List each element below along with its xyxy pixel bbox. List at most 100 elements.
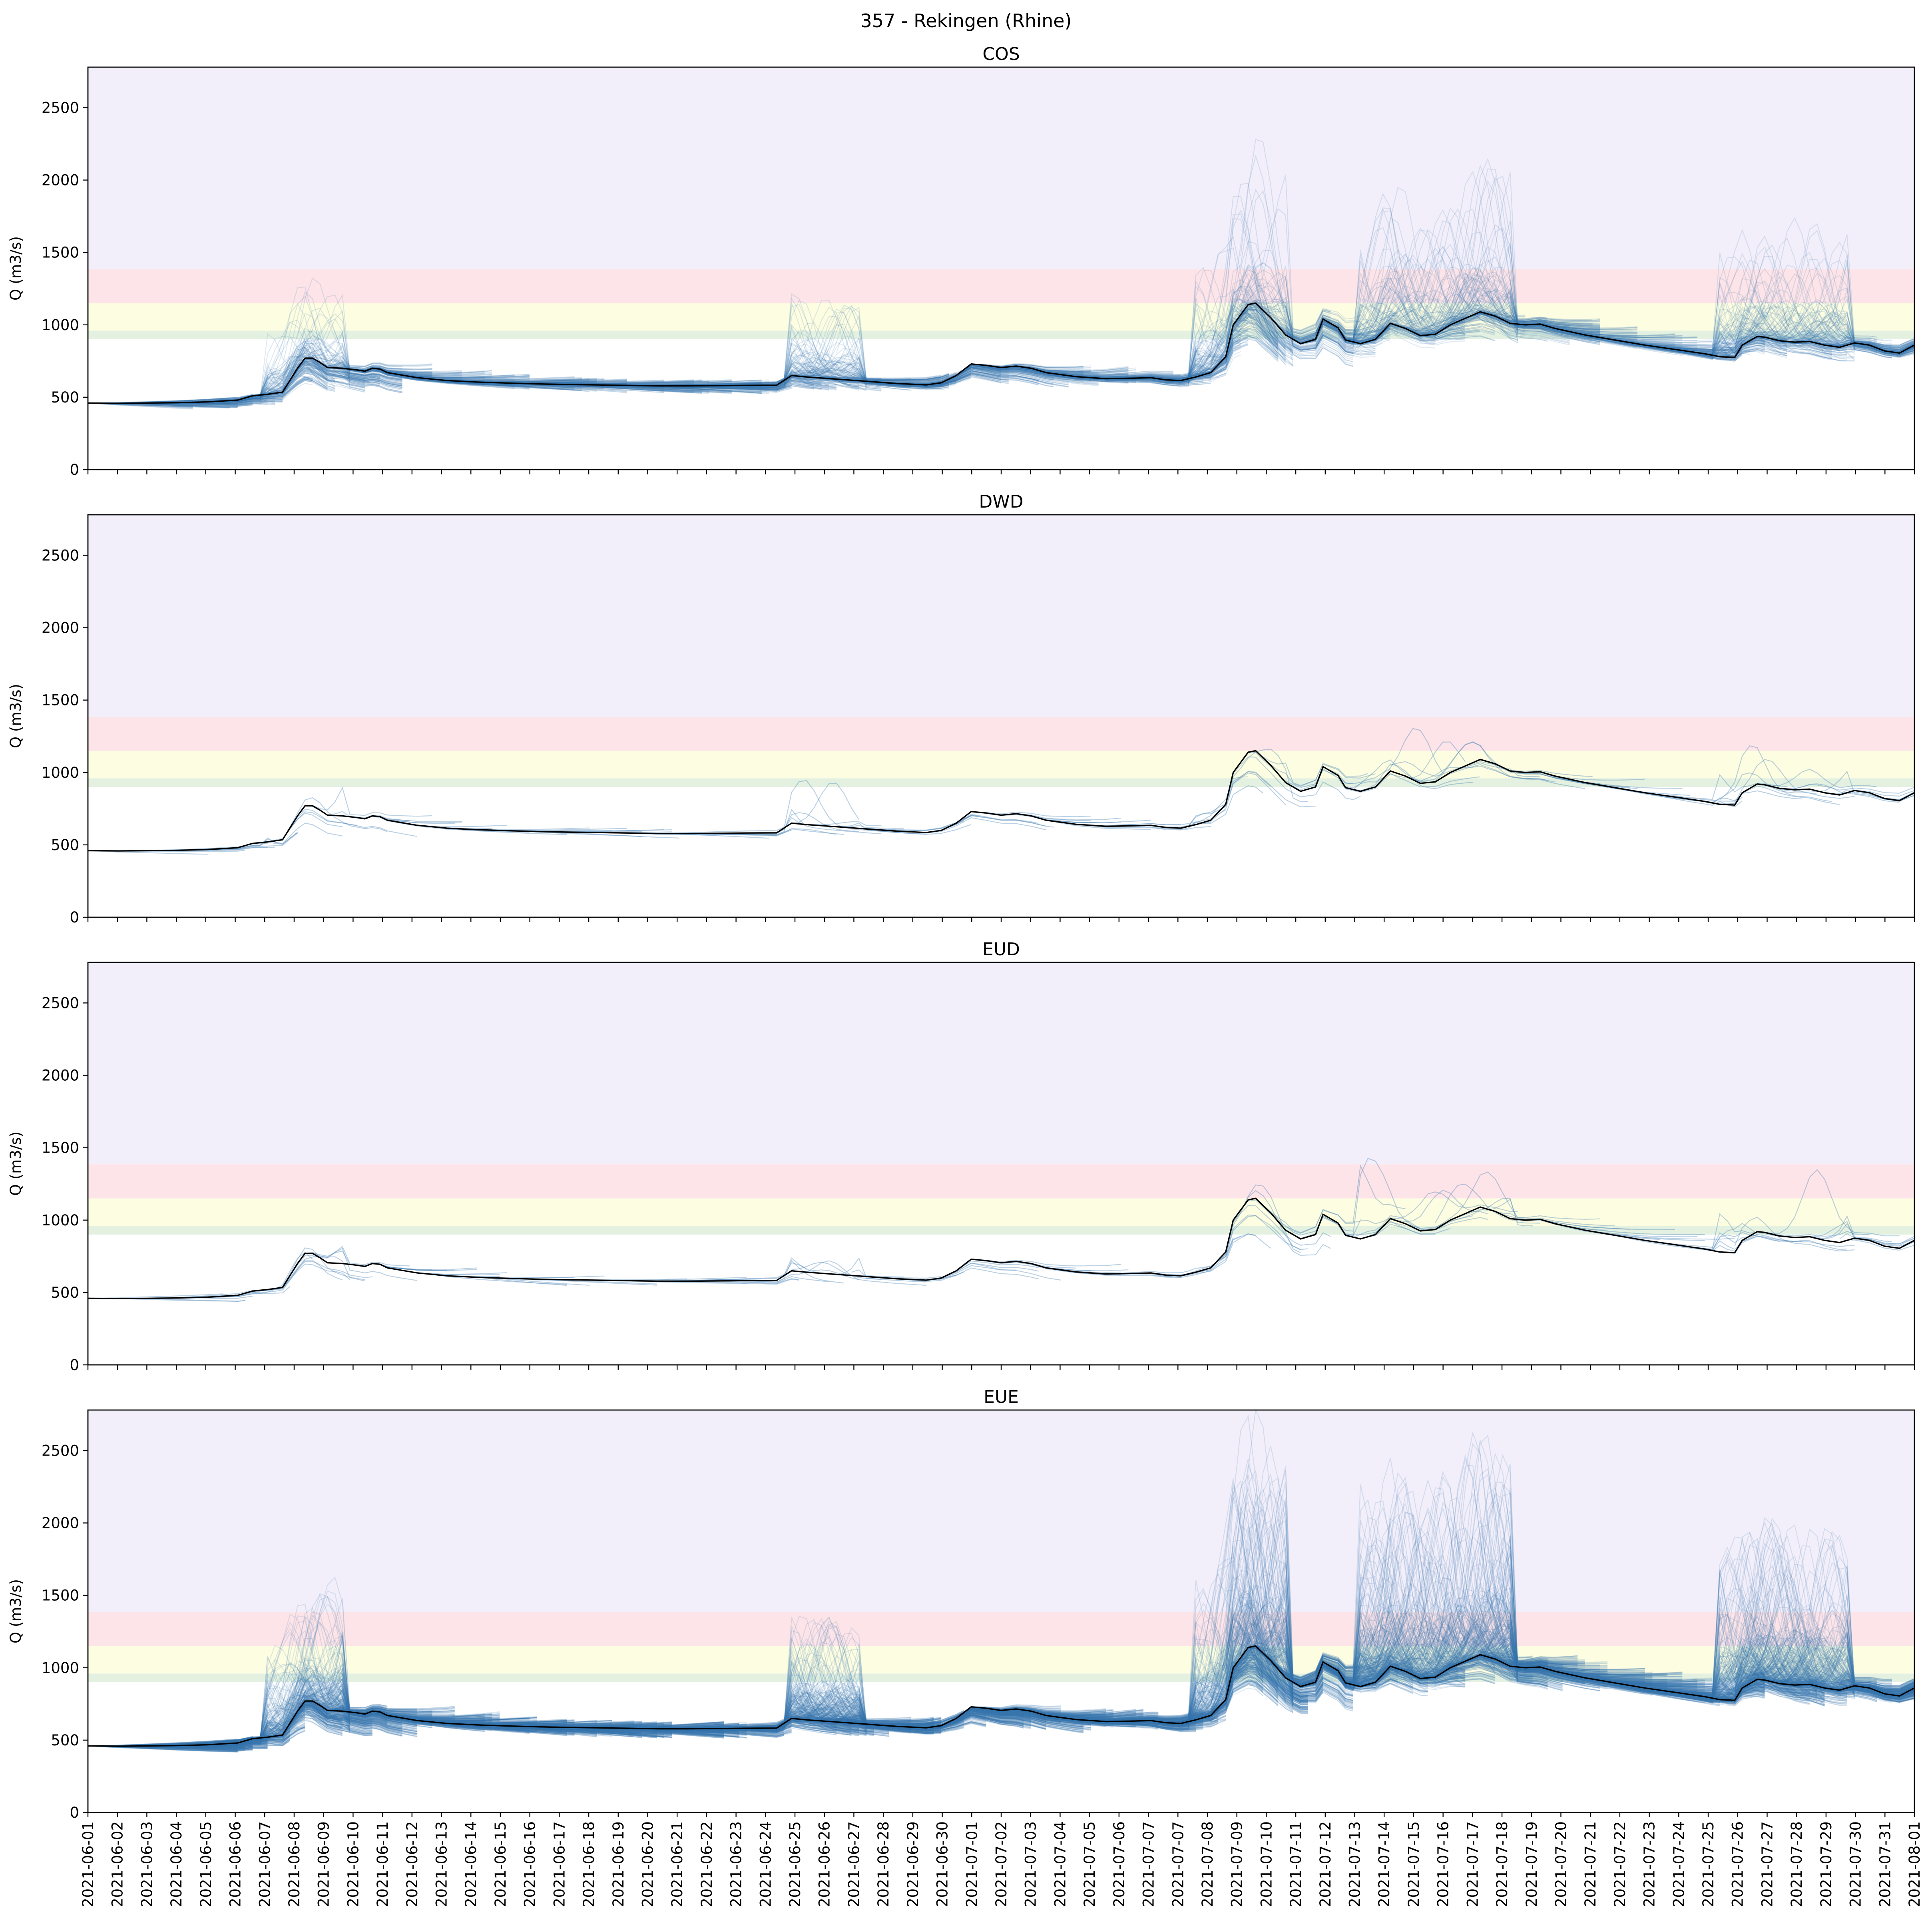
ensemble-member-line [1585,335,1683,338]
ensemble-member-line [657,380,762,386]
ensemble-member-line [911,374,1009,386]
ensemble-member-line [1555,328,1697,338]
ensemble-member-line [1435,175,1570,343]
ensemble-member-line [1330,313,1480,342]
ensemble-member-line [1345,277,1496,343]
ensemble-member-line [1630,342,1765,358]
ensemble-member-line [1660,283,1750,351]
ensemble-member-line [941,366,1069,383]
ensemble-member-line [881,374,1002,387]
ensemble-member-line [1420,256,1518,337]
ensemble-member-line [417,377,530,389]
ensemble-member-line [1630,335,1765,357]
ensemble-member-line [1660,252,1750,351]
ensemble-member-line [731,369,837,391]
ensemble-member-line [312,358,432,370]
ensemble-member-line [507,382,627,392]
ensemble-member-line [1240,262,1331,335]
ensemble-member-line [1315,248,1436,344]
ensemble-member-line [1165,332,1279,382]
ensemble-member-line [327,366,462,372]
ensemble-member-line [507,378,627,384]
ensemble-member-line [761,322,867,391]
ensemble-member-line [1660,310,1750,351]
ensemble-member-line [207,368,335,402]
ensemble-member-line [1779,241,1892,348]
ensemble-member-line [776,361,882,386]
threshold-band [88,1198,1914,1226]
ensemble-member-line [941,366,1069,384]
ensemble-member-line [1525,324,1638,345]
ensemble-member-line [627,385,769,390]
ensemble-member-line [1106,378,1203,385]
ensemble-member-line [462,378,605,382]
ensemble-member-line [1181,303,1286,381]
ensemble-member-line [597,384,709,394]
ensemble-member-line [701,371,829,386]
ensemble-member-line [1734,321,1855,362]
ensemble-member-line [1210,314,1353,373]
ensemble-member-line [1360,325,1466,344]
ensemble-member-line [687,374,814,386]
ensemble-member-line [1031,368,1129,374]
ensemble-member-line [118,403,253,407]
ensemble-member-line [1225,309,1376,357]
ensemble-member-line [597,384,709,392]
ensemble-member-line [1225,306,1376,358]
ensemble-member-line [1390,276,1526,333]
ensemble-member-line [417,377,530,387]
ensemble-member-line [1016,365,1129,381]
ensemble-member-line [1719,309,1832,353]
ensemble-member-line [1136,195,1279,384]
ensemble-member-line [1705,268,1848,357]
y-axis-label: Q (m3/s) [7,1131,24,1196]
ensemble-member-line [537,380,665,384]
ensemble-member-line [1645,345,1787,361]
ensemble-member-line [941,366,1069,383]
ensemble-member-line [1151,343,1249,382]
ensemble-member-line [941,367,1069,386]
ensemble-member-line [1136,336,1279,382]
ensemble-member-line [1285,320,1383,343]
ensemble-member-line [1420,275,1518,335]
ensemble-member-line [147,402,283,405]
ensemble-member-line [1330,301,1480,343]
ensemble-member-line [1749,332,1840,350]
ensemble-member-line [1705,282,1847,356]
ensemble-member-line [1510,323,1600,341]
ensemble-member-line [641,385,762,390]
y-tick-label: 500 [51,837,79,854]
ensemble-member-line [1240,302,1331,331]
ensemble-member-line [1001,366,1136,382]
ensemble-member-line [1450,305,1600,338]
ensemble-member-line [1420,278,1518,336]
ensemble-member-line [282,362,380,392]
ensemble-member-line [207,379,335,402]
ensemble-member-line [1270,281,1398,341]
ensemble-member-line [776,358,882,386]
ensemble-member-line [1046,372,1173,386]
y-tick-label: 1500 [42,244,79,261]
ensemble-member-line [1705,322,1847,357]
ensemble-member-line [1061,374,1181,386]
ensemble-member-line [821,377,912,391]
ensemble-member-line [986,365,1084,382]
ensemble-member-line [1465,313,1593,341]
ensemble-member-line [1615,339,1743,362]
ensemble-member-line [1091,335,1241,379]
ensemble-member-line [1181,309,1286,381]
ensemble-member-line [1375,321,1466,340]
ensemble-member-line [1031,368,1129,373]
ensemble-member-line [118,403,253,406]
ensemble-member-line [1510,320,1600,344]
ensemble-member-line [1795,335,1914,355]
ensemble-member-line [1106,366,1203,379]
ensemble-member-line [103,402,230,408]
ensemble-member-line [537,379,665,384]
ensemble-member-line [1465,288,1593,328]
ensemble-member-line [1405,315,1548,330]
ensemble-member-line [1285,318,1383,343]
ensemble-member-line [297,358,402,376]
ensemble-member-line [657,385,762,391]
ensemble-member-line [297,333,402,380]
